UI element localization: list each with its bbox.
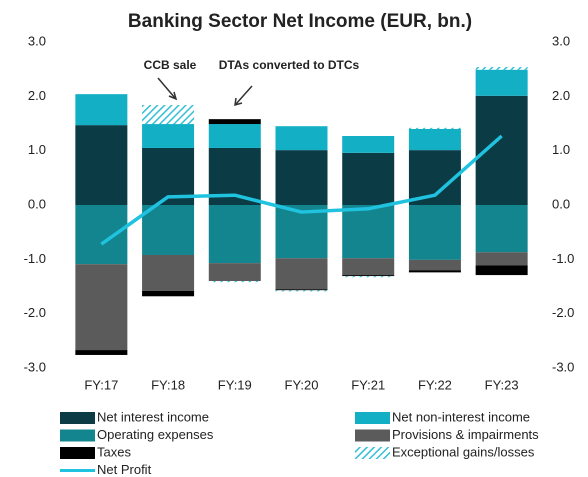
bar-segment: [342, 258, 395, 276]
bar-segment: [208, 263, 261, 282]
bar-segment: [275, 258, 328, 290]
x-tick-label: FY:23: [485, 377, 519, 392]
y-tick-label: -3.0: [24, 359, 46, 374]
y-tick-label: 3.0: [28, 33, 46, 48]
legend-swatch: [355, 429, 390, 442]
bar-segment: [408, 270, 461, 273]
bar-segment: [75, 205, 128, 265]
y-tick-label: 1.0: [28, 142, 46, 157]
bar-segment: [208, 205, 261, 264]
bar-segment: [275, 289, 328, 291]
bar-segment: [342, 205, 395, 259]
x-tick-label: FY:19: [218, 377, 252, 392]
bar-segment: [208, 281, 261, 283]
bar-segment: [75, 125, 128, 205]
legend-label: Taxes: [97, 444, 131, 459]
net-profit-line: [100, 134, 503, 246]
annotation: DTAs converted to DTCs: [219, 58, 360, 72]
y-tick-label: 2.0: [28, 88, 46, 103]
annotation-arrows: [157, 77, 253, 107]
chart-title: Banking Sector Net Income (EUR, bn.): [128, 11, 472, 32]
legend-swatch: [60, 412, 95, 424]
bar-segment: [342, 135, 395, 153]
y2-tick-label: -2.0: [552, 305, 574, 320]
legend-swatch: [355, 412, 390, 424]
legend-label: Net Profit: [97, 462, 152, 477]
y2-tick-label: 3.0: [552, 33, 570, 48]
bar-segment: [142, 124, 195, 148]
legend-label: Exceptional gains/losses: [392, 444, 535, 459]
bar-segment: [142, 290, 195, 297]
bar-segment: [475, 205, 528, 253]
bar-segment: [408, 259, 461, 271]
x-tick-label: FY:18: [151, 377, 185, 392]
y-tick-label: 0.0: [28, 196, 46, 211]
y2-tick-label: 0.0: [552, 196, 570, 211]
bar-segment: [408, 128, 461, 151]
legend-label: Operating expenses: [97, 427, 214, 442]
annotation: CCB sale: [144, 58, 197, 72]
bar-segment: [208, 119, 261, 125]
y2-tick-label: -3.0: [552, 359, 574, 374]
bar-segment: [475, 66, 528, 70]
y2-tick-label: 1.0: [552, 142, 570, 157]
bar-segment: [275, 205, 328, 259]
bar-segment: [408, 205, 461, 260]
x-tick-label: FY:20: [285, 377, 319, 392]
bar-segment: [208, 124, 261, 148]
bar-segment: [475, 252, 528, 266]
x-tick-label: FY:21: [351, 377, 385, 392]
legend-swatch: [60, 429, 95, 442]
legend-label: Net interest income: [97, 409, 209, 424]
bar-segment: [475, 265, 528, 276]
bar-segment: [142, 205, 195, 255]
bar-segment: [75, 94, 128, 126]
y2-tick-label: -1.0: [552, 251, 574, 266]
bar-segment: [342, 276, 395, 278]
bar-segment: [342, 275, 395, 277]
bar-segment: [342, 152, 395, 205]
bar-segment: [475, 69, 528, 96]
x-tick-label: FY:17: [84, 377, 118, 392]
legend-label: Provisions & impairments: [392, 427, 539, 442]
bar-segment: [142, 105, 195, 125]
y-tick-label: -2.0: [24, 305, 46, 320]
bar-segment: [75, 350, 128, 355]
bar-segment: [275, 150, 328, 205]
legend-swatch: [355, 447, 390, 459]
legend-swatch: [60, 447, 95, 459]
bar-segment: [408, 127, 461, 129]
bar-segment: [142, 254, 195, 291]
y2-tick-label: 2.0: [552, 88, 570, 103]
bar-segment: [75, 264, 128, 351]
bar-segment: [275, 290, 328, 292]
bar-segment: [275, 126, 328, 151]
x-tick-label: FY:22: [418, 377, 452, 392]
legend-label: Net non-interest income: [392, 409, 530, 424]
y-tick-label: -1.0: [24, 251, 46, 266]
